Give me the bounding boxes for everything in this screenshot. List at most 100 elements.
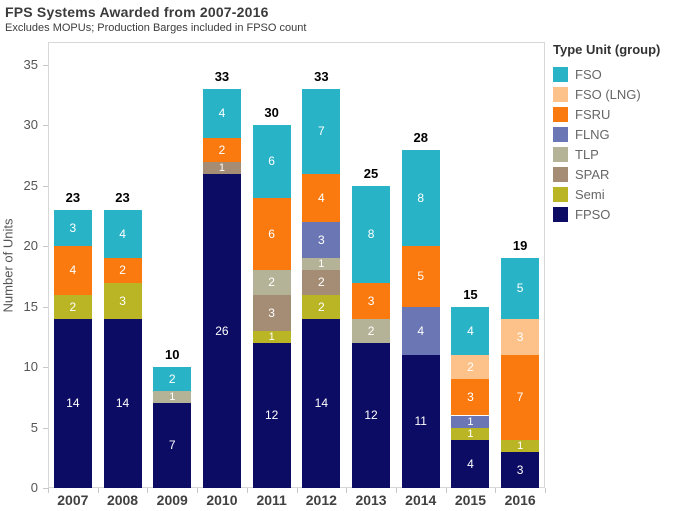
x-tick-mark bbox=[545, 488, 546, 493]
bar-segment-fso[interactable]: 7 bbox=[302, 89, 341, 174]
legend: Type Unit (group) FSO FSO (LNG) FSRU FLNG TL… bbox=[553, 42, 688, 224]
x-tick-mark bbox=[246, 488, 248, 493]
legend-item-fpso[interactable]: FPSO bbox=[553, 204, 688, 224]
x-tick-mark bbox=[147, 488, 149, 493]
bar-total-label: 23 bbox=[115, 190, 130, 206]
bar-segment-semi[interactable]: 1 bbox=[252, 330, 291, 343]
bar-segment-fpso[interactable]: 4 bbox=[451, 439, 490, 488]
bar-segment-fpso[interactable]: 7 bbox=[153, 403, 192, 488]
bar-total-label: 28 bbox=[413, 129, 428, 145]
plot-area: 14 2 4 3 23 14 3 2 4 23 7 1 2 10 26 1 2 4 33 12 1 3 2 6 6 30 14 2 2 1… bbox=[48, 42, 545, 488]
bar-segment-flng[interactable]: 3 bbox=[302, 222, 341, 259]
bar-segment-fsru[interactable]: 3 bbox=[352, 282, 391, 319]
y-tick-label: 15 bbox=[23, 298, 38, 314]
bar-segment-fso[interactable]: 4 bbox=[202, 89, 241, 138]
y-tick-label: 25 bbox=[23, 177, 38, 193]
bar-segment-tlp[interactable]: 2 bbox=[252, 270, 291, 295]
legend-item-spar[interactable]: SPAR bbox=[553, 164, 688, 184]
bar-segment-fpso[interactable]: 3 bbox=[501, 451, 540, 488]
legend-swatch-icon bbox=[553, 106, 568, 122]
bar-segment-tlp[interactable]: 2 bbox=[352, 318, 391, 343]
legend-item-label: FLNG bbox=[575, 126, 610, 142]
bar-segment-semi[interactable]: 1 bbox=[451, 427, 490, 440]
x-axis-label-2014: 2014 bbox=[405, 492, 437, 508]
bar-segment-semi[interactable]: 2 bbox=[53, 294, 92, 319]
legend-item-label: FSO (LNG) bbox=[575, 86, 641, 102]
legend-swatch-icon bbox=[553, 146, 568, 162]
bar-total-label: 23 bbox=[65, 190, 81, 206]
x-tick-mark bbox=[296, 488, 298, 493]
legend-swatch-icon bbox=[553, 86, 568, 102]
bar-segment-fsru[interactable]: 4 bbox=[53, 246, 92, 295]
x-axis-label-2010: 2010 bbox=[206, 492, 238, 508]
bar-segment-fpso[interactable]: 14 bbox=[302, 318, 341, 488]
legend-swatch-icon bbox=[553, 206, 568, 222]
bar-segment-semi[interactable]: 1 bbox=[501, 439, 540, 452]
bar-segment-flng[interactable]: 1 bbox=[451, 415, 490, 428]
legend-item-flng[interactable]: FLNG bbox=[553, 124, 688, 144]
bar-segment-fpso[interactable]: 14 bbox=[53, 318, 92, 488]
bar-total-label: 33 bbox=[214, 69, 230, 85]
x-axis-label-2009: 2009 bbox=[156, 492, 188, 508]
bar-segment-fso[interactable]: 4 bbox=[451, 306, 490, 356]
bar-segment-semi[interactable]: 3 bbox=[103, 282, 142, 319]
bar-segment-flng[interactable]: 4 bbox=[401, 306, 440, 356]
y-tick-label: 10 bbox=[23, 359, 38, 375]
bar-segment-fso[interactable]: 2 bbox=[153, 367, 192, 392]
legend-title: Type Unit (group) bbox=[553, 42, 661, 57]
bar-segment-fpso[interactable]: 26 bbox=[202, 173, 241, 488]
bar-segment-fso[interactable]: 6 bbox=[252, 125, 291, 198]
y-tick-label: 20 bbox=[23, 238, 38, 254]
x-tick-mark bbox=[395, 488, 397, 493]
bar-segment-spar[interactable]: 2 bbox=[302, 270, 341, 295]
legend-swatch-icon bbox=[553, 186, 568, 202]
y-tick-mark bbox=[43, 427, 48, 429]
chart-title: FPS Systems Awarded from 2007-2016 bbox=[5, 4, 269, 20]
legend-items: FSO FSO (LNG) FSRU FLNG TLP SPAR Semi FPSO bbox=[553, 64, 688, 224]
bar-total-label: 19 bbox=[512, 238, 528, 254]
bar-segment-spar[interactable]: 3 bbox=[252, 294, 291, 331]
legend-item-fso-lng-[interactable]: FSO (LNG) bbox=[553, 84, 688, 104]
bar-segment-fsru[interactable]: 3 bbox=[451, 379, 490, 416]
bar-segment-fsru[interactable]: 6 bbox=[252, 197, 291, 271]
x-axis-label-2011: 2011 bbox=[256, 492, 287, 508]
legend-item-tlp[interactable]: TLP bbox=[553, 144, 688, 164]
bar-segment-fso[interactable]: 5 bbox=[501, 258, 540, 319]
x-tick-mark bbox=[346, 488, 348, 493]
y-tick-mark bbox=[43, 64, 48, 66]
bar-segment-fso[interactable]: 4 bbox=[103, 210, 142, 259]
bar-segment-fpso[interactable]: 12 bbox=[352, 342, 391, 488]
bar-total-label: 15 bbox=[463, 286, 478, 302]
bar-segment-fso[interactable]: 3 bbox=[53, 210, 92, 247]
legend-item-label: SPAR bbox=[575, 166, 610, 182]
bar-segment-fsru[interactable]: 4 bbox=[302, 173, 341, 223]
x-tick-mark bbox=[48, 488, 49, 493]
legend-item-label: FSRU bbox=[575, 106, 611, 122]
bar-segment-fsru[interactable]: 5 bbox=[401, 246, 440, 307]
bar-segment-fso[interactable]: 8 bbox=[401, 149, 440, 247]
legend-item-fsru[interactable]: FSRU bbox=[553, 104, 688, 124]
y-tick-mark bbox=[43, 306, 48, 308]
bar-total-label: 33 bbox=[314, 69, 329, 85]
bar-segment-spar[interactable]: 1 bbox=[202, 161, 241, 174]
bar-segment-fsru[interactable]: 2 bbox=[202, 137, 241, 162]
bar-total-label: 30 bbox=[264, 105, 279, 121]
chart-subtitle: Excludes MOPUs; Production Barges includ… bbox=[5, 22, 307, 34]
legend-item-semi[interactable]: Semi bbox=[553, 184, 688, 204]
x-axis-label-2016: 2016 bbox=[504, 492, 536, 508]
bar-segment-fso-lng-[interactable]: 3 bbox=[501, 318, 540, 356]
bar-segment-fpso[interactable]: 11 bbox=[401, 355, 440, 488]
bar-segment-tlp[interactable]: 1 bbox=[302, 258, 341, 271]
bar-segment-fso[interactable]: 8 bbox=[352, 185, 391, 283]
legend-item-fso[interactable]: FSO bbox=[553, 64, 688, 84]
x-axis-label-2008: 2008 bbox=[106, 492, 139, 508]
bar-segment-fso-lng-[interactable]: 2 bbox=[451, 355, 490, 380]
legend-item-label: FPSO bbox=[575, 206, 611, 222]
bar-segment-fsru[interactable]: 2 bbox=[103, 258, 142, 283]
bar-segment-fpso[interactable]: 14 bbox=[103, 318, 142, 488]
bar-segment-tlp[interactable]: 1 bbox=[153, 391, 192, 404]
bar-segment-fpso[interactable]: 12 bbox=[252, 342, 291, 488]
bar-segment-fsru[interactable]: 7 bbox=[501, 355, 540, 440]
bar-segment-semi[interactable]: 2 bbox=[302, 294, 341, 319]
y-tick-mark bbox=[43, 488, 48, 489]
